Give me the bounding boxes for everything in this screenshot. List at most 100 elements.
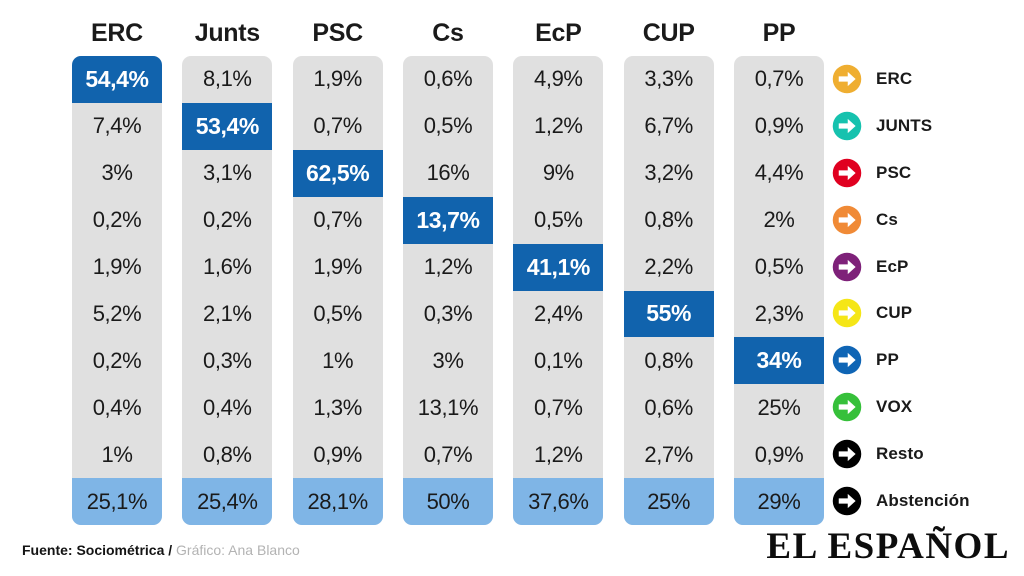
circle-arrow-right-icon — [832, 345, 862, 375]
matrix-cell: 0,4% — [92, 394, 142, 420]
matrix-cell: 2% — [763, 207, 795, 233]
brand-logo: EL ESPAÑOL — [766, 526, 1010, 567]
matrix-cell: 25,1% — [72, 478, 162, 525]
matrix-column-pp: PP 0,7% 0,9% 4,4% 2% 0,5% 2,3% 34% 25% 0,9% 29% — [733, 10, 824, 525]
matrix-cell: 4,9% — [534, 66, 583, 92]
matrix-cell-retention: 41,1% — [513, 243, 604, 291]
matrix-cell: 3,2% — [644, 160, 693, 186]
matrix-cell: 1,2% — [534, 441, 583, 467]
matrix-cell: 25,4% — [182, 478, 273, 525]
matrix-column-erc: ERC 54,4% 7,4% 3% 0,2% 1,9% 5,2% 0,2% 0,4% 1% 25,1… — [72, 10, 162, 525]
source-label: Fuente: Sociométrica — [22, 542, 165, 558]
matrix-cell: 2,2% — [644, 254, 693, 280]
matrix-cell: 13,1% — [417, 394, 479, 420]
matrix-cell: 0,5% — [754, 254, 804, 280]
matrix-column-cup: CUP 3,3% 6,7% 3,2% 0,8% 2,2% 55% 0,8% 0,6% 2,7% 25… — [623, 10, 714, 525]
matrix-cell: 0,7% — [534, 394, 583, 420]
matrix-cell: 0,4% — [203, 394, 252, 420]
matrix-cell: 50% — [402, 478, 493, 525]
matrix-cell: 2,3% — [754, 300, 804, 326]
column-track: 1,9% 0,7% 62,5% 0,7% 1,9% 0,5% 1% 1,3% 0,9% 28,1% — [292, 56, 383, 525]
matrix-cell: 29% — [733, 478, 824, 525]
column-header: EcP — [535, 19, 582, 47]
matrix-cell: 1,9% — [313, 254, 362, 280]
matrix-cell-retention: 62,5% — [292, 149, 383, 197]
matrix-cell: 3,3% — [644, 66, 693, 92]
column-header: PSC — [312, 19, 363, 47]
matrix-cell: 0,8% — [644, 207, 693, 233]
matrix-cell: 8,1% — [203, 66, 252, 92]
legend-item-label: VOX — [876, 396, 913, 416]
matrix-cell: 0,9% — [313, 441, 362, 467]
matrix-cell: 37,6% — [513, 478, 604, 525]
circle-arrow-right-icon — [832, 65, 862, 94]
legend-item-pp: PP — [832, 337, 1012, 384]
circle-arrow-right-icon — [832, 392, 862, 422]
matrix-cell: 1,3% — [313, 394, 362, 420]
matrix-cell: 25% — [757, 394, 801, 420]
column-header: ERC — [91, 19, 143, 47]
matrix-cell: 5,2% — [92, 300, 142, 326]
legend-item-label: PP — [876, 350, 899, 370]
matrix-cell: 4,4% — [754, 160, 804, 186]
column-header: PP — [762, 19, 796, 47]
legend-item-vox: VOX — [832, 384, 1012, 431]
legend-item-label: Resto — [876, 443, 924, 463]
matrix-cell: 2,1% — [203, 300, 252, 326]
column-track: 54,4% 7,4% 3% 0,2% 1,9% 5,2% 0,2% 0,4% 1% 25,1% — [72, 56, 162, 525]
matrix-column-psc: PSC 1,9% 0,7% 62,5% 0,7% 1,9% 0,5% 1% 1,3% 0,9% 28… — [292, 10, 383, 525]
circle-arrow-right-icon — [832, 252, 862, 281]
legend-item-resto: Resto — [832, 430, 1012, 477]
matrix-cell: 0,7% — [754, 66, 804, 92]
legend-item-cs: Cs — [832, 196, 1012, 243]
matrix-cell: 1,2% — [534, 113, 583, 139]
legend-item-erc: ERC — [832, 56, 1012, 103]
matrix-cell: 0,6% — [644, 394, 693, 420]
matrix-cell: 2,7% — [644, 441, 693, 467]
matrix-cell: 0,3% — [203, 347, 252, 373]
matrix-cell: 0,9% — [754, 113, 804, 139]
legend-item-label: Cs — [876, 209, 898, 229]
matrix-cell: 3% — [432, 347, 464, 373]
circle-arrow-right-icon — [832, 439, 862, 469]
column-track: 3,3% 6,7% 3,2% 0,8% 2,2% 55% 0,8% 0,6% 2,7% 25% — [623, 56, 714, 525]
column-header: CUP — [642, 19, 695, 47]
matrix-cell: 0,5% — [534, 207, 583, 233]
circle-arrow-right-icon — [832, 486, 862, 515]
matrix-cell: 1,9% — [313, 66, 362, 92]
matrix-cell: 1% — [101, 441, 133, 467]
matrix-cell: 0,7% — [423, 441, 473, 467]
column-header: Junts — [194, 19, 260, 47]
matrix-cell: 0,2% — [92, 347, 142, 373]
column-track: 0,6% 0,5% 16% 13,7% 1,2% 0,3% 3% 13,1% 0,7% 50% — [402, 56, 493, 525]
matrix-cell: 9% — [542, 160, 574, 186]
legend-item-psc: PSC — [832, 150, 1012, 197]
matrix-cell: 1,9% — [92, 254, 142, 280]
column-header: Cs — [432, 19, 464, 47]
matrix-cell: 0,6% — [423, 66, 473, 92]
matrix-cell: 2,4% — [534, 300, 583, 326]
matrix-column-ecp: EcP 4,9% 1,2% 9% 0,5% 41,1% 2,4% 0,1% 0,7% 1,2% 37… — [513, 10, 604, 525]
matrix-cell: 0,1% — [534, 347, 583, 373]
matrix-cell: 0,2% — [92, 207, 142, 233]
legend-item-junts: JUNTS — [832, 103, 1012, 150]
legend: ERC JUNTS PSC Cs EcP CUP PP VOX Resto Abstención — [832, 56, 1012, 524]
matrix-cell-retention: 55% — [623, 290, 714, 338]
matrix-cell: 7,4% — [92, 113, 142, 139]
matrix-cell: 1,2% — [423, 254, 473, 280]
legend-item-label: EcP — [876, 256, 909, 276]
matrix-cell-retention: 54,4% — [72, 56, 162, 103]
matrix-cell: 16% — [426, 160, 470, 186]
column-track: 8,1% 53,4% 3,1% 0,2% 1,6% 2,1% 0,3% 0,4% 0,8% 25,… — [182, 56, 273, 525]
graphic-credit: Gráfico: Ana Blanco — [176, 542, 300, 558]
column-track: 4,9% 1,2% 9% 0,5% 41,1% 2,4% 0,1% 0,7% 1,2% 37,6% — [513, 56, 604, 525]
matrix-cell: 0,9% — [754, 441, 804, 467]
vote-transfer-matrix: ERC 54,4% 7,4% 3% 0,2% 1,9% 5,2% 0,2% 0,4% 1% 25,1… — [72, 10, 824, 525]
legend-item-ecp: EcP — [832, 243, 1012, 290]
matrix-cell-retention: 34% — [733, 337, 824, 385]
legend-item-label: CUP — [876, 303, 913, 323]
matrix-column-cs: Cs 0,6% 0,5% 16% 13,7% 1,2% 0,3% 3% 13,1% 0,7% 50% — [402, 10, 493, 525]
legend-item-abstención: Abstención — [832, 477, 1012, 524]
matrix-cell: 0,5% — [423, 113, 473, 139]
matrix-cell: 3,1% — [203, 160, 252, 186]
